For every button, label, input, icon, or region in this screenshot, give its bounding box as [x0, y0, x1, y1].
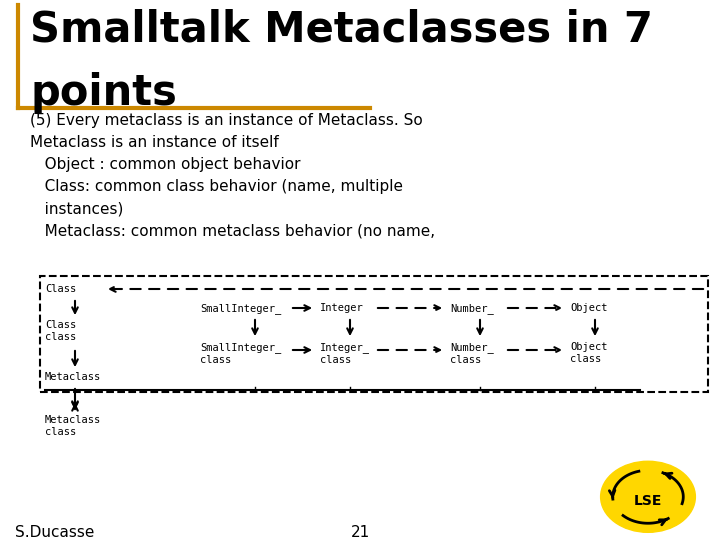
Text: LSE: LSE [634, 494, 662, 508]
Text: Smalltalk Metaclasses in 7: Smalltalk Metaclasses in 7 [30, 8, 653, 50]
Text: Class: Class [45, 284, 76, 294]
Text: Metaclass: Metaclass [45, 372, 102, 382]
Text: Integer: Integer [320, 303, 364, 313]
Text: Integer_
class: Integer_ class [320, 342, 370, 364]
Text: S.Ducasse: S.Ducasse [15, 525, 94, 540]
Circle shape [600, 461, 696, 532]
Text: Metaclass: common metaclass behavior (no name,: Metaclass: common metaclass behavior (no… [30, 223, 435, 238]
Text: Metaclass is an instance of itself: Metaclass is an instance of itself [30, 135, 279, 150]
Text: (5) Every metaclass is an instance of Metaclass. So: (5) Every metaclass is an instance of Me… [30, 113, 423, 128]
Text: points: points [30, 72, 177, 114]
Text: Number_
class: Number_ class [450, 342, 494, 364]
Text: Class
class: Class class [45, 320, 76, 342]
Text: Class: common class behavior (name, multiple: Class: common class behavior (name, mult… [30, 179, 403, 194]
Text: Number_: Number_ [450, 303, 494, 314]
Text: SmallInteger_: SmallInteger_ [200, 303, 282, 314]
Text: 21: 21 [351, 525, 369, 540]
Text: instances): instances) [30, 201, 123, 216]
Text: Object
class: Object class [570, 342, 608, 363]
Text: Object : common object behavior: Object : common object behavior [30, 157, 300, 172]
Text: Object: Object [570, 303, 608, 313]
Text: Metaclass
class: Metaclass class [45, 415, 102, 437]
Text: SmallInteger_
class: SmallInteger_ class [200, 342, 282, 364]
